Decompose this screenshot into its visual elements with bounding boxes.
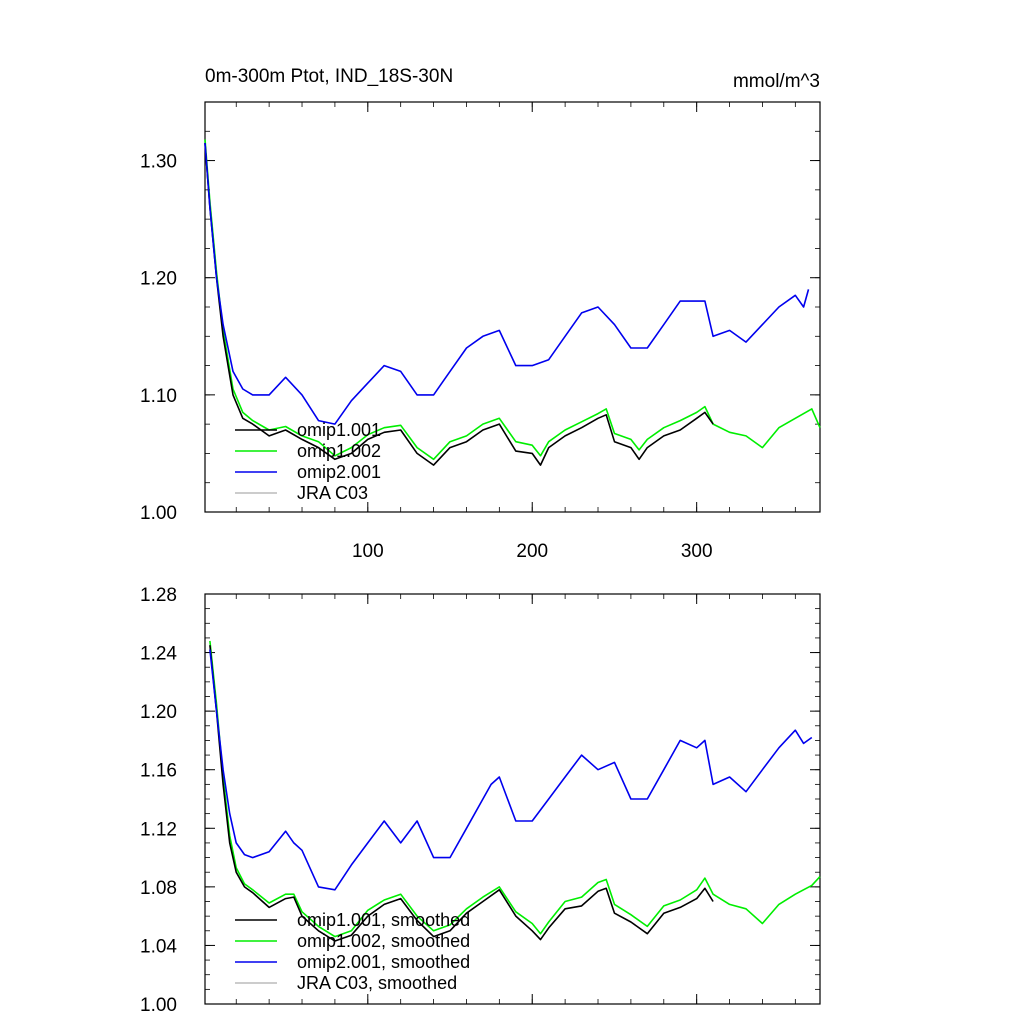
legend-label: omip1.002: [297, 441, 381, 461]
y-tick-label: 1.30: [140, 152, 177, 173]
series-line-1: [204, 142, 714, 466]
legend-label: omip1.001: [297, 420, 381, 440]
series-line-3: [204, 142, 810, 425]
y-tick-label: 1.04: [140, 936, 177, 957]
x-tick-label: 300: [681, 541, 713, 562]
top-chart-panel: 1.00 1.10 1.20 1.30 100 200 300 omip1.001omip1.…: [140, 101, 821, 562]
series-line-2: [204, 139, 821, 461]
y-tick-label: 1.12: [140, 819, 177, 840]
bottom-chart-panel: 1.00 1.04 1.08 1.12 1.16 1.20 1.24 1.28 omip1.00…: [140, 585, 821, 1016]
x-tick-label: 100: [352, 541, 384, 562]
y-tick-label: 1.16: [140, 761, 177, 782]
top-chart-units: mmol/m^3: [733, 71, 820, 92]
x-tick-label: 200: [516, 541, 548, 562]
y-tick-label: 1.00: [140, 503, 177, 524]
legend-label: omip1.002, smoothed: [297, 931, 470, 951]
y-tick-label: 1.28: [140, 585, 177, 606]
top-chart-title: 0m-300m Ptot, IND_18S-30N: [205, 66, 453, 87]
series-line-3: [209, 649, 813, 891]
y-tick-label: 1.20: [140, 269, 177, 290]
y-tick-label: 1.00: [140, 995, 177, 1016]
legend-label: JRA C03: [297, 483, 368, 503]
legend-label: omip2.001: [297, 462, 381, 482]
legend-label: omip2.001, smoothed: [297, 952, 470, 972]
legend-label: JRA C03, smoothed: [297, 973, 457, 993]
y-tick-label: 1.08: [140, 878, 177, 899]
y-tick-label: 1.24: [140, 644, 177, 665]
y-tick-label: 1.10: [140, 386, 177, 407]
legend-label: omip1.001, smoothed: [297, 910, 470, 930]
series-line-2: [209, 640, 821, 938]
series-line-1: [209, 645, 714, 942]
y-tick-label: 1.20: [140, 702, 177, 723]
